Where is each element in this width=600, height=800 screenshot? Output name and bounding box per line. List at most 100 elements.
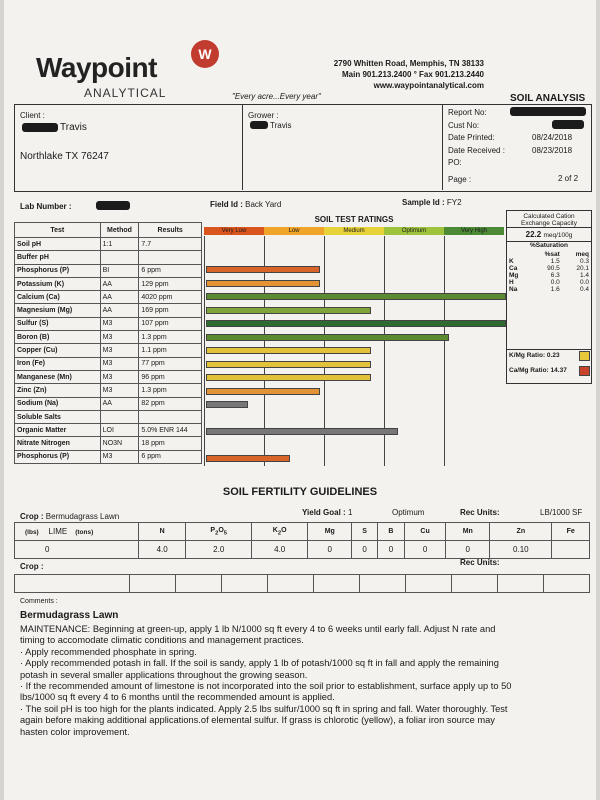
test-result — [138, 250, 202, 265]
test-method: M3 — [99, 449, 140, 465]
test-result: 96 ppm — [138, 369, 202, 385]
comments-label: Comments : — [20, 598, 58, 605]
cation-row: H 0.0 0.0 — [507, 279, 591, 286]
cation-meq: 0.4 — [579, 286, 589, 293]
column-header: Results — [138, 222, 202, 238]
test-method: NO3N — [99, 436, 140, 451]
table-row: Sulfur (S) M3 107 ppm — [14, 316, 202, 332]
column-header: Test — [14, 222, 101, 238]
test-method: M3 — [99, 356, 140, 371]
cation-header-row: %sat meq — [507, 251, 591, 258]
empty-cell — [497, 574, 544, 593]
comment-line: lbs/1000 sq ft every 4 to 6 months until… — [20, 692, 335, 703]
test-result: 7.7 — [138, 236, 202, 252]
fertility-table: (lbs) LIME (tons) N P2O5 K2O Mg S B Cu Mn Zn Fe 0 4.… — [14, 522, 590, 559]
redaction-mark — [22, 123, 58, 132]
report-title: SOIL ANALYSIS — [510, 93, 586, 104]
test-name: Buffer pH — [14, 250, 101, 265]
comment-line: MAINTENANCE: Beginning at green-up, appl… — [20, 624, 496, 634]
comment-line: potash in several smaller applications t… — [20, 669, 308, 680]
table-row: Manganese (Mn) M3 96 ppm — [14, 369, 202, 385]
rating-bar — [206, 306, 371, 314]
field-id-label: Field Id : — [210, 200, 243, 209]
website-line: www.waypointanalytical.com — [373, 81, 484, 90]
redaction-mark — [510, 107, 586, 116]
comment-line: again before making additional applicati… — [20, 715, 495, 726]
nutrient-header: S — [351, 522, 378, 541]
redaction-mark — [96, 201, 130, 210]
camg-ratio: Ca/Mg Ratio: 14.37 — [509, 367, 567, 374]
nutrient-header: Mg — [307, 522, 353, 541]
yield-level: Optimum — [392, 508, 425, 517]
nutrient-header: Zn — [489, 522, 553, 541]
crop2-label: Crop : — [20, 562, 44, 571]
grower-label: Grower : — [248, 111, 279, 120]
test-method: AA — [99, 290, 140, 305]
test-result: 1.3 ppm — [138, 383, 202, 398]
table-row: Phosphorus (P) M3 6 ppm — [14, 449, 202, 465]
table-row: Zinc (Zn) M3 1.3 ppm — [14, 383, 202, 398]
test-name: Magnesium (Mg) — [14, 303, 101, 318]
rating-band: Very High — [444, 227, 504, 235]
table-row: Copper (Cu) M3 1.1 ppm — [14, 343, 202, 358]
kmg-swatch — [579, 351, 590, 361]
table-row: Soil pH 1:1 7.7 — [14, 236, 202, 252]
address-line: 2790 Whitten Road, Memphis, TN 38133 — [333, 59, 484, 68]
rating-bar — [206, 387, 320, 395]
field-id: Back Yard — [245, 200, 282, 209]
client-label: Client : — [20, 111, 45, 120]
cation-sat: 1.6 — [550, 286, 560, 293]
test-result: 1.3 ppm — [138, 330, 202, 345]
redaction-mark — [250, 121, 268, 129]
date-received-label: Date Received : — [448, 146, 505, 155]
empty-cell — [14, 574, 130, 593]
comment-line: · If the recommended amount of limestone… — [20, 681, 512, 692]
nutrient-header: K2O — [251, 522, 309, 541]
crop-label: Crop : — [20, 512, 44, 521]
cation-meq: 0.3 — [579, 258, 589, 265]
rating-bar — [206, 428, 398, 435]
cation-element: H — [509, 279, 514, 286]
nutrient-value: 0 — [445, 540, 491, 559]
fertility-title: SOIL FERTILITY GUIDELINES — [222, 486, 378, 498]
test-result: 4020 ppm — [138, 290, 202, 305]
nutrient-header: Mn — [445, 522, 491, 541]
rating-bar — [206, 333, 449, 341]
cation-sat: 90.5 — [547, 265, 560, 272]
test-name: Manganese (Mn) — [14, 369, 101, 385]
test-method: M3 — [99, 316, 140, 332]
test-method: 1:1 — [99, 236, 140, 252]
cation-col-sat: %sat — [544, 251, 560, 258]
camg-swatch — [579, 366, 590, 376]
rating-band: Optimum — [384, 227, 444, 235]
po-label: PO: — [448, 158, 462, 167]
test-result: 77 ppm — [138, 356, 202, 371]
test-method: AA — [99, 303, 140, 318]
test-result: 82 ppm — [138, 396, 202, 411]
test-result: 6 ppm — [138, 449, 202, 465]
test-result: 18 ppm — [138, 436, 202, 451]
rating-band: Very Low — [204, 227, 264, 235]
nutrient-value: 0 — [14, 540, 139, 559]
nutrient-header: Cu — [403, 522, 447, 541]
test-name: Sulfur (S) — [14, 316, 101, 332]
lime-label: LIME — [48, 527, 68, 536]
table-row: Magnesium (Mg) AA 169 ppm — [14, 303, 202, 318]
column-header: Method — [99, 222, 140, 238]
comment-line: hasten color improvement. — [20, 726, 130, 737]
lime-header: (lbs) LIME (tons) — [14, 522, 139, 541]
cation-element: Mg — [509, 272, 519, 279]
date-printed-label: Date Printed: — [448, 133, 495, 142]
test-result: 1.1 ppm — [138, 343, 202, 358]
test-name: Copper (Cu) — [14, 343, 101, 358]
tagline: "Every acre...Every year" — [232, 92, 321, 101]
date-printed: 08/24/2018 — [532, 133, 573, 142]
divider — [442, 104, 443, 190]
yield-label: Yield Goal : — [302, 508, 346, 517]
test-method — [99, 409, 140, 425]
cation-element: Na — [509, 286, 518, 293]
rating-bar — [206, 401, 248, 408]
nutrient-value — [551, 540, 590, 559]
table-row: Iron (Fe) M3 77 ppm — [14, 356, 202, 371]
test-method: M3 — [99, 369, 140, 385]
